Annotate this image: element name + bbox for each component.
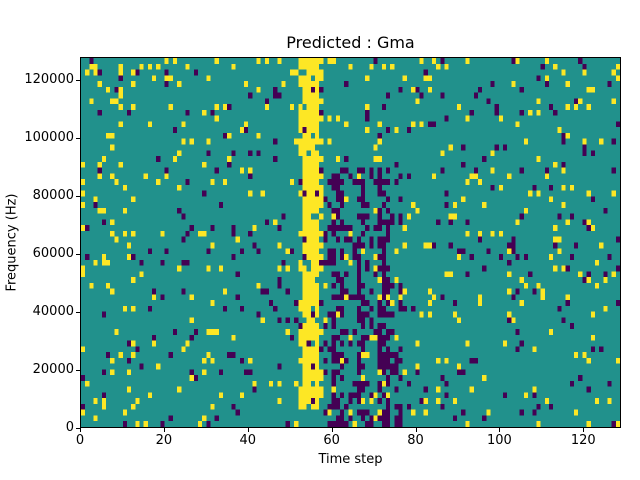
x-tick-label: 40 bbox=[239, 433, 257, 448]
y-tick-mark bbox=[76, 196, 80, 198]
heatmap-canvas bbox=[81, 58, 620, 427]
x-tick-mark bbox=[331, 428, 333, 432]
x-tick-label: 0 bbox=[75, 433, 85, 448]
y-tick-label: 100000 bbox=[24, 130, 74, 146]
y-tick-label: 20000 bbox=[32, 362, 74, 378]
x-tick-mark bbox=[499, 428, 501, 432]
y-tick-mark bbox=[76, 428, 80, 429]
y-tick-label: 40000 bbox=[32, 304, 74, 320]
chart-title: Predicted : Gma bbox=[286, 33, 415, 52]
x-tick-label: 20 bbox=[155, 433, 173, 448]
x-tick-mark bbox=[80, 428, 81, 432]
x-tick-label: 120 bbox=[570, 433, 596, 448]
plot-area bbox=[80, 57, 621, 428]
y-tick-label: 80000 bbox=[32, 188, 74, 204]
x-axis-label: Time step bbox=[318, 452, 383, 467]
y-tick-mark bbox=[76, 80, 80, 82]
x-tick-label: 100 bbox=[486, 433, 512, 448]
y-tick-label: 120000 bbox=[24, 72, 74, 88]
y-tick-mark bbox=[76, 370, 80, 372]
y-tick-mark bbox=[76, 312, 80, 314]
x-tick-mark bbox=[163, 428, 165, 432]
y-tick-mark bbox=[76, 138, 80, 140]
y-tick-label: 60000 bbox=[32, 246, 74, 262]
x-tick-mark bbox=[415, 428, 417, 432]
y-tick-label: 0 bbox=[65, 420, 74, 435]
x-tick-mark bbox=[583, 428, 585, 432]
y-tick-mark bbox=[76, 254, 80, 256]
x-tick-label: 60 bbox=[323, 433, 340, 448]
x-tick-label: 80 bbox=[407, 433, 424, 448]
x-tick-mark bbox=[247, 428, 249, 432]
y-axis-label: Frequency (Hz) bbox=[4, 193, 20, 292]
